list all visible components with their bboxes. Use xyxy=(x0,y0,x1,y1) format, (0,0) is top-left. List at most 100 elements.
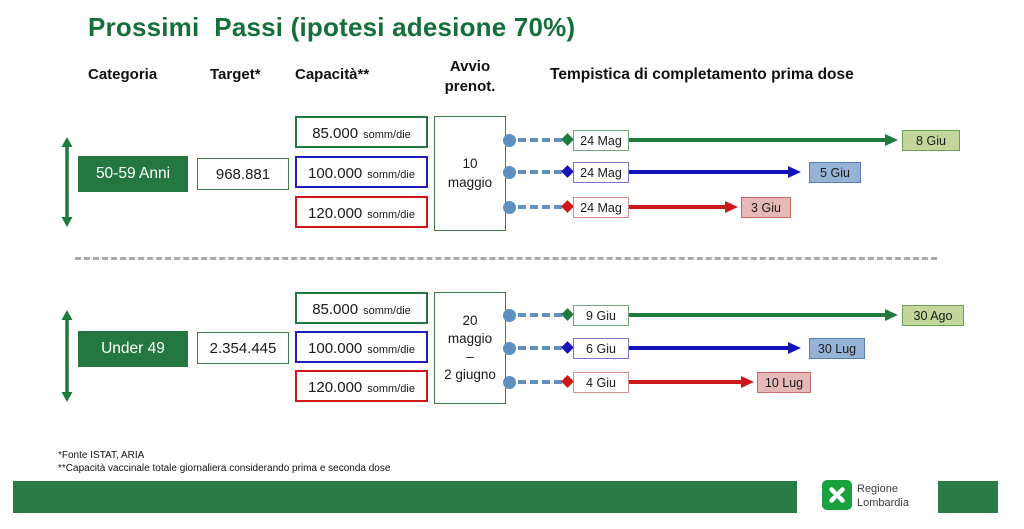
capacity-value: 120.000 xyxy=(308,379,363,396)
column-header-tempistica: Tempistica di completamento prima dose xyxy=(550,66,854,83)
end-date-label: 10 Lug xyxy=(764,375,804,390)
timeline-arrow-green xyxy=(629,313,885,317)
capacity-value: 100.000 xyxy=(308,165,363,182)
end-date-box: 3 Giu xyxy=(741,197,791,218)
footnote-fonte: *Fonte ISTAT, ARIA xyxy=(58,450,145,461)
timeline-arrow-red xyxy=(629,380,741,384)
timeline-dot-icon xyxy=(503,134,516,147)
timeline-dot-icon xyxy=(503,342,516,355)
column-header-target: Target* xyxy=(210,66,261,83)
timeline-arrow-blue xyxy=(629,170,788,174)
capacity-value: 120.000 xyxy=(308,205,363,222)
arrow-head-icon xyxy=(885,134,898,146)
end-date-label: 5 Giu xyxy=(820,165,850,180)
arrow-head-icon xyxy=(725,201,738,213)
arrow-head-icon xyxy=(788,342,801,354)
capacity-unit: somm/die xyxy=(367,209,415,221)
end-date-label: 3 Giu xyxy=(751,200,781,215)
capacity-unit: somm/die xyxy=(367,383,415,395)
column-header-categoria: Categoria xyxy=(88,66,158,83)
avvio-box: 20 maggio – 2 giugno xyxy=(434,292,506,404)
dashed-divider xyxy=(75,257,937,260)
timeline-diamond-icon xyxy=(561,200,574,213)
target-box: 968.881 xyxy=(197,158,289,190)
timeline-dash-connector xyxy=(518,380,562,384)
footnote-capacita: **Capacità vaccinale totale giornaliera … xyxy=(58,463,391,474)
vertical-range-arrow-icon xyxy=(61,137,73,227)
capacity-box-100000: 100.000 somm/die xyxy=(295,156,428,188)
timeline-dot-icon xyxy=(503,376,516,389)
timeline-dash-connector xyxy=(518,313,562,317)
capacity-unit: somm/die xyxy=(367,344,415,356)
arrow-head-icon xyxy=(788,166,801,178)
start-date-label: 24 Mag xyxy=(580,165,622,180)
avvio-dates: 20 maggio – 2 giugno xyxy=(444,312,496,383)
timeline-dot-icon xyxy=(503,309,516,322)
timeline-dash-connector xyxy=(518,138,562,142)
start-date-label: 6 Giu xyxy=(586,341,616,356)
capacity-value: 85.000 xyxy=(312,125,359,142)
start-date-box: 24 Mag xyxy=(573,130,629,151)
category-label: 50-59 Anni xyxy=(95,165,171,182)
end-date-label: 8 Giu xyxy=(916,133,946,148)
target-value: 2.354.445 xyxy=(209,339,277,357)
end-date-box: 30 Lug xyxy=(809,338,865,359)
capacity-unit: somm/die xyxy=(363,305,411,317)
start-date-label: 9 Giu xyxy=(586,308,616,323)
capacity-box-120000: 120.000 somm/die xyxy=(295,370,428,402)
capacity-value: 85.000 xyxy=(312,301,359,318)
start-date-box: 24 Mag xyxy=(573,162,629,183)
logo-text-line1: Regione xyxy=(857,483,898,495)
timeline-arrow-blue xyxy=(629,346,788,350)
regione-lombardia-logo xyxy=(822,480,852,510)
end-date-box: 10 Lug xyxy=(757,372,811,393)
end-date-box: 30 Ago xyxy=(902,305,964,326)
timeline-diamond-icon xyxy=(561,375,574,388)
capacity-box-100000: 100.000 somm/die xyxy=(295,331,428,363)
capacity-unit: somm/die xyxy=(363,129,411,141)
timeline-dash-connector xyxy=(518,170,562,174)
capacity-value: 100.000 xyxy=(308,340,363,357)
timeline-diamond-icon xyxy=(561,165,574,178)
capacity-box-85000: 85.000 somm/die xyxy=(295,292,428,324)
start-date-box: 9 Giu xyxy=(573,305,629,326)
avvio-dates: 10 maggio xyxy=(447,156,493,190)
capacity-unit: somm/die xyxy=(367,169,415,181)
timeline-dash-connector xyxy=(518,205,562,209)
arrow-head-icon xyxy=(741,376,754,388)
start-date-label: 24 Mag xyxy=(580,133,622,148)
logo-text: Regione Lombardia xyxy=(857,483,909,511)
capacity-box-120000: 120.000 somm/die xyxy=(295,196,428,228)
timeline-diamond-icon xyxy=(561,308,574,321)
category-box: 50-59 Anni xyxy=(78,156,188,192)
timeline-diamond-icon xyxy=(561,341,574,354)
timeline-dot-icon xyxy=(503,201,516,214)
column-header-avvio: Avvio prenot. xyxy=(444,58,496,95)
arrow-head-icon xyxy=(885,309,898,321)
start-date-box: 4 Giu xyxy=(573,372,629,393)
timeline-dash-connector xyxy=(518,346,562,350)
footer-right-block xyxy=(938,481,998,513)
start-date-box: 24 Mag xyxy=(573,197,629,218)
start-date-label: 24 Mag xyxy=(580,200,622,215)
vertical-range-arrow-icon xyxy=(61,310,73,402)
end-date-box: 8 Giu xyxy=(902,130,960,151)
category-label: Under 49 xyxy=(101,340,165,357)
category-box: Under 49 xyxy=(78,331,188,367)
end-date-label: 30 Ago xyxy=(913,308,953,323)
avvio-box: 10 maggio xyxy=(434,116,506,231)
timeline-diamond-icon xyxy=(561,133,574,146)
page-title: Prossimi Passi (ipotesi adesione 70%) xyxy=(88,12,576,42)
target-value: 968.881 xyxy=(215,165,271,183)
rosa-camuna-icon xyxy=(829,487,845,503)
capacity-box-85000: 85.000 somm/die xyxy=(295,116,428,148)
column-header-capacita: Capacità** xyxy=(295,66,370,83)
timeline-dot-icon xyxy=(503,166,516,179)
timeline-arrow-red xyxy=(629,205,725,209)
start-date-box: 6 Giu xyxy=(573,338,629,359)
end-date-label: 30 Lug xyxy=(817,341,857,356)
start-date-label: 4 Giu xyxy=(586,375,616,390)
end-date-box: 5 Giu xyxy=(809,162,861,183)
timeline-arrow-green xyxy=(629,138,885,142)
